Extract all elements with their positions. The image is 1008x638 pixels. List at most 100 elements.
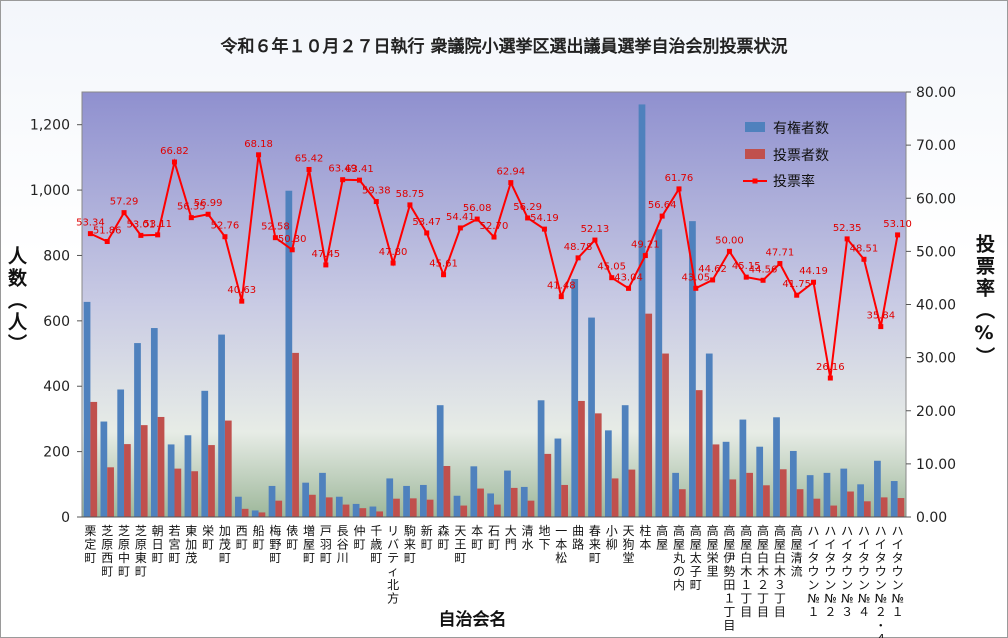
x-tick-label: 俵町 xyxy=(286,524,298,552)
bar-registered-voters xyxy=(840,468,848,517)
bar-registered-voters xyxy=(470,466,478,517)
turnout-data-label: 40.63 xyxy=(227,285,256,296)
x-tick-label: 芝原中町 xyxy=(118,523,130,579)
turnout-point xyxy=(794,292,800,298)
y-left-tick-label: 0 xyxy=(61,510,70,526)
turnout-point xyxy=(121,210,127,216)
x-tick-label: ハイタウン№１ xyxy=(891,524,903,619)
bar-voters xyxy=(779,469,787,517)
turnout-point xyxy=(642,253,648,259)
bar-registered-voters xyxy=(268,485,276,517)
x-tick-label: 栗定町 xyxy=(84,524,96,565)
bar-registered-voters xyxy=(302,482,310,517)
x-tick-label: 本町 xyxy=(471,524,483,552)
x-tick-label: 増屋町 xyxy=(303,524,315,565)
x-tick-label: 高屋白木２丁目 xyxy=(757,523,769,619)
x-tick-label: ハイタウン№２・４ xyxy=(875,524,887,638)
turnout-point xyxy=(693,285,699,291)
turnout-data-label: 49.21 xyxy=(631,240,660,251)
turnout-point xyxy=(844,236,850,242)
x-tick-label: 戸羽町 xyxy=(320,524,332,565)
bar-registered-voters xyxy=(83,301,91,517)
x-tick-label: 高屋太子町 xyxy=(690,523,702,592)
bar-voters xyxy=(813,498,821,517)
chart-title: 令和６年１０月２７日執行 衆議院小選挙区選出議員選挙自治会別投票状況 xyxy=(220,37,788,57)
turnout-data-label: 53.01 xyxy=(127,219,156,230)
x-tick-label: 春来町 xyxy=(589,524,601,565)
bar-voters xyxy=(494,504,501,517)
bar-registered-voters xyxy=(537,400,545,517)
bar-voters xyxy=(830,505,838,517)
x-tick-label: 千歳町 xyxy=(370,524,382,565)
turnout-data-label: 48.78 xyxy=(564,242,593,253)
bar-voters xyxy=(443,466,451,517)
turnout-point xyxy=(171,159,177,165)
y-left-tick-label: 600 xyxy=(43,314,70,330)
bar-voters xyxy=(695,390,703,517)
turnout-data-label: 45.61 xyxy=(429,259,458,270)
legend-label-voters: 投票者数 xyxy=(773,148,829,164)
bar-registered-voters xyxy=(403,485,410,517)
bar-voters xyxy=(107,467,114,517)
y-right-tick-label: 30.00 xyxy=(916,351,956,367)
bar-voters xyxy=(224,420,232,517)
turnout-point xyxy=(743,274,749,280)
turnout-point xyxy=(592,237,598,243)
turnout-point xyxy=(827,375,833,381)
turnout-point xyxy=(356,177,362,183)
turnout-data-label: 65.42 xyxy=(295,153,324,164)
turnout-data-label: 53.10 xyxy=(883,219,912,230)
turnout-data-label: 56.29 xyxy=(513,202,542,213)
bar-registered-voters xyxy=(773,417,780,517)
bar-voters xyxy=(426,499,434,517)
turnout-point xyxy=(256,152,262,158)
y-right-tick-label: 70.00 xyxy=(916,138,956,154)
bar-voters xyxy=(292,352,299,517)
turnout-data-label: 53.47 xyxy=(412,217,441,228)
turnout-point xyxy=(424,230,430,236)
y-right-tick-label: 80.00 xyxy=(916,85,956,101)
x-tick-label: 長谷川 xyxy=(337,524,349,565)
x-tick-label: 駒来町 xyxy=(404,524,416,565)
turnout-point xyxy=(541,226,547,232)
bar-voters xyxy=(325,497,333,517)
x-tick-label: 芝原西町 xyxy=(101,523,113,579)
bar-registered-voters xyxy=(890,481,898,517)
y-left-tick-label: 200 xyxy=(43,445,70,461)
bar-voters xyxy=(578,400,585,517)
turnout-point xyxy=(306,166,312,172)
turnout-point xyxy=(188,215,194,221)
bar-registered-voters xyxy=(420,484,427,517)
bar-voters xyxy=(897,498,905,517)
turnout-point xyxy=(777,261,783,267)
turnout-data-label: 66.82 xyxy=(160,146,189,157)
bar-voters xyxy=(527,500,535,517)
x-tick-label: 小柳 xyxy=(606,524,618,552)
turnout-point xyxy=(205,211,211,217)
turnout-data-label: 52.76 xyxy=(211,221,240,232)
bar-registered-voters xyxy=(319,472,326,517)
turnout-data-label: 45.15 xyxy=(732,261,761,272)
bar-voters xyxy=(174,468,182,517)
bar-voters xyxy=(729,479,737,517)
bar-registered-voters xyxy=(672,472,679,517)
turnout-point xyxy=(609,275,615,281)
bar-registered-voters xyxy=(487,493,494,517)
bar-voters xyxy=(510,487,518,517)
x-tick-label: 天狗堂 xyxy=(623,524,635,565)
turnout-point xyxy=(895,232,901,238)
bar-voters xyxy=(258,512,266,517)
bar-registered-voters xyxy=(604,430,612,517)
turnout-point xyxy=(340,177,346,183)
y-left-tick-label: 400 xyxy=(43,379,70,395)
turnout-point xyxy=(222,234,228,240)
bar-voters xyxy=(90,401,98,517)
turnout-data-label: 50.00 xyxy=(715,235,744,246)
turnout-data-label: 48.51 xyxy=(850,243,879,254)
turnout-data-label: 45.05 xyxy=(597,262,626,273)
turnout-data-label: 44.62 xyxy=(698,264,727,275)
turnout-data-label: 47.45 xyxy=(312,249,341,260)
turnout-data-label: 63.41 xyxy=(345,164,374,175)
bar-registered-voters xyxy=(705,353,713,517)
